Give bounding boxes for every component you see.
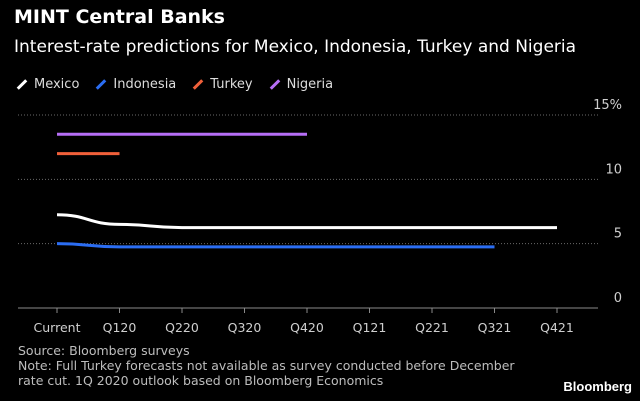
legend-item-mexico: Mexico (16, 77, 79, 92)
series-line-indonesia (56, 242, 495, 249)
series-line-mexico (56, 213, 557, 230)
y-tick-label-15: 15% (593, 98, 622, 113)
legend-item-turkey: Turkey (192, 76, 253, 92)
x-tick-label-q321: Q321 (478, 320, 512, 335)
legend-item-nigeria: Nigeria (269, 76, 334, 92)
y-tick-label-10: 10 (605, 162, 622, 177)
chart-notes: Source: Bloomberg surveys Note: Full Tur… (18, 343, 515, 388)
x-tick-label-q120: Q120 (103, 320, 137, 335)
y-tick-label-0: 0 (614, 291, 622, 306)
chart-title: MINT Central Banks (14, 6, 225, 28)
x-tick-label-q121: Q121 (353, 320, 387, 335)
source-note: Source: Bloomberg surveys (18, 343, 190, 358)
x-tick-label-current: Current (34, 320, 81, 335)
chart-subtitle: Interest-rate predictions for Mexico, In… (14, 37, 577, 57)
legend-label-indonesia: Indonesia (113, 76, 177, 92)
x-tick-label-q320: Q320 (228, 320, 262, 335)
x-tick-label-q420: Q420 (290, 320, 324, 335)
legend: Mexico Indonesia Turkey Nigeria (16, 73, 333, 95)
x-tick-label-q220: Q220 (165, 320, 199, 335)
footnote-line-1: Note: Full Turkey forecasts not availabl… (18, 358, 515, 373)
y-tick-label-5: 5 (614, 227, 622, 242)
legend-label-nigeria: Nigeria (286, 76, 334, 92)
footnote-line-2: rate cut. 1Q 2020 outlook based on Bloom… (18, 373, 384, 388)
legend-item-indonesia: Indonesia (95, 77, 176, 92)
legend-label-turkey: Turkey (210, 76, 253, 92)
x-tick-label-q421: Q421 (540, 320, 574, 335)
legend-label-mexico: Mexico (34, 76, 80, 92)
bloomberg-logo: Bloomberg (563, 379, 632, 394)
x-tick-label-q221: Q221 (415, 320, 449, 335)
